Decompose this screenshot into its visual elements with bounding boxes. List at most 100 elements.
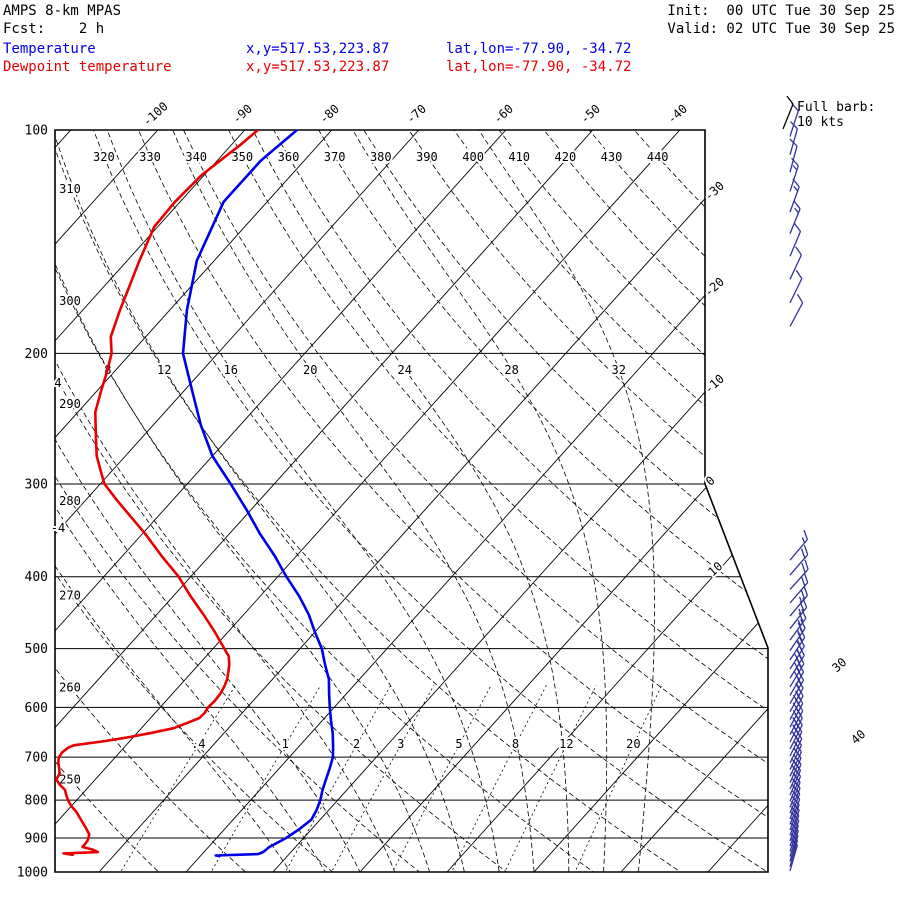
pressure-label-900: 900 xyxy=(25,832,48,847)
pressure-label-700: 700 xyxy=(25,751,48,766)
moist-adiabat--8 xyxy=(55,130,301,872)
dry-adiabat-310 xyxy=(55,130,705,872)
dewpoint-grid-coords: x,y=517.53,223.87 xyxy=(246,59,390,75)
moist-adiabat-24 xyxy=(252,130,570,872)
isotherm-label: -40 xyxy=(665,102,690,127)
dry-adiabat-410 xyxy=(498,130,768,872)
wind-barb xyxy=(789,121,799,155)
theta-label: 340 xyxy=(185,150,207,164)
moist-adiabat-28 xyxy=(352,130,608,872)
theta-label: 400 xyxy=(462,150,484,164)
moist-adiabat-label: 24 xyxy=(397,363,411,377)
theta-label: 310 xyxy=(59,182,81,196)
temperature-grid-coords: x,y=517.53,223.87 xyxy=(246,41,390,57)
dry-adiabat-330 xyxy=(138,130,768,872)
theta-label: 270 xyxy=(59,589,81,603)
wind-barb xyxy=(789,544,809,576)
temperature-curve xyxy=(181,130,335,858)
theta-label: 290 xyxy=(59,397,81,411)
wind-barb xyxy=(789,559,809,590)
dry-adiabat-340 xyxy=(183,130,768,872)
pressure-label-1000: 1000 xyxy=(17,866,48,881)
moist-adiabat-label: 32 xyxy=(611,363,625,377)
wind-barb xyxy=(789,597,808,630)
isotherm-label: -80 xyxy=(317,102,342,127)
dry-adiabat-290 xyxy=(55,130,529,872)
moist-adiabat-label: 20 xyxy=(303,363,317,377)
wind-barb xyxy=(789,293,804,327)
mixing-ratio-label: 3 xyxy=(397,737,404,751)
temperature-latlon: lat,lon=-77.90, -34.72 xyxy=(446,41,632,57)
model-title: AMPS 8-km MPAS xyxy=(3,3,122,19)
theta-label: 260 xyxy=(59,680,81,694)
moist-adiabat-label: 12 xyxy=(157,363,171,377)
dewpoint-legend-label: Dewpoint temperature xyxy=(3,59,172,75)
dry-adiabat-430 xyxy=(588,130,768,872)
pressure-label-500: 500 xyxy=(25,642,48,657)
wind-barb xyxy=(789,832,799,867)
label-layer: 100 200 300 400 500 600 700 800 900 1000 -100 -90 -8… xyxy=(17,97,871,881)
dry-adiabat-440 xyxy=(633,130,768,872)
isotherm--50 xyxy=(55,130,594,872)
moist-adiabat-12 xyxy=(55,130,469,872)
isotherm-50 xyxy=(795,130,900,872)
wind-barb xyxy=(789,585,809,617)
wind-barb xyxy=(789,178,800,213)
moist-adiabat-0 xyxy=(55,130,368,872)
moist-adiabat-32 xyxy=(478,130,655,872)
dry-adiabat-370 xyxy=(318,130,768,872)
pressure-label-300: 300 xyxy=(25,478,48,493)
moist-adiabat-20 xyxy=(172,130,536,872)
isotherm--10 xyxy=(272,130,768,872)
wind-barb xyxy=(789,138,798,173)
wind-barb-column xyxy=(782,95,809,872)
dry-adiabat-360 xyxy=(273,130,768,872)
pressure-label-600: 600 xyxy=(25,701,48,716)
theta-label: 330 xyxy=(139,150,161,164)
theta-label: 250 xyxy=(59,772,81,786)
isotherm-label: 30 xyxy=(829,655,849,675)
dewpoint-curve xyxy=(55,130,260,857)
moist-adiabat--4 xyxy=(55,130,335,872)
isotherm-label: -90 xyxy=(230,102,255,127)
isotherm--40 xyxy=(55,130,681,872)
valid-time: Valid: 02 UTC Tue 30 Sep 25 xyxy=(667,21,895,37)
wind-barb xyxy=(789,246,802,280)
theta-label: 430 xyxy=(601,150,623,164)
isotherm-label: -50 xyxy=(578,102,603,127)
wind-barb xyxy=(789,200,801,235)
mixing-ratio-5 xyxy=(383,685,492,872)
moist-adiabat-16 xyxy=(106,130,502,872)
wind-barb xyxy=(789,223,802,257)
pressure-label-200: 200 xyxy=(25,347,48,362)
isotherm--30 xyxy=(98,130,768,872)
profile-layer xyxy=(55,130,335,858)
mixing-ratio-12 xyxy=(496,685,597,872)
isotherm-30 xyxy=(620,130,768,872)
forecast-hour: Fcst: 2 h xyxy=(3,21,105,37)
grid-layer xyxy=(55,130,900,872)
isotherm-label: -70 xyxy=(404,102,429,127)
plot-frame xyxy=(54,129,769,873)
dry-adiabat-300 xyxy=(55,130,617,872)
dry-adiabat-260 xyxy=(55,130,264,872)
theta-label: 300 xyxy=(59,294,81,308)
dry-adiabat-380 xyxy=(363,130,768,872)
theta-label: 320 xyxy=(93,150,115,164)
theta-label: 440 xyxy=(647,150,669,164)
isotherm-0 xyxy=(359,130,768,872)
dry-adiabat-350 xyxy=(228,130,768,872)
moist-adiabat-4 xyxy=(55,130,402,872)
mixing-ratio-label: 5 xyxy=(455,737,462,751)
mixing-ratio-1 xyxy=(201,684,322,872)
pressure-label-800: 800 xyxy=(25,794,48,809)
isotherm-label: -60 xyxy=(491,102,516,127)
theta-label: 280 xyxy=(59,494,81,508)
moist-adiabat-label: 4 xyxy=(54,376,61,390)
mixing-ratio-label: 20 xyxy=(626,737,640,751)
isotherm--60 xyxy=(55,130,507,872)
mixing-ratio-20 xyxy=(567,685,663,872)
moist-adiabat-label: -4 xyxy=(51,521,65,535)
